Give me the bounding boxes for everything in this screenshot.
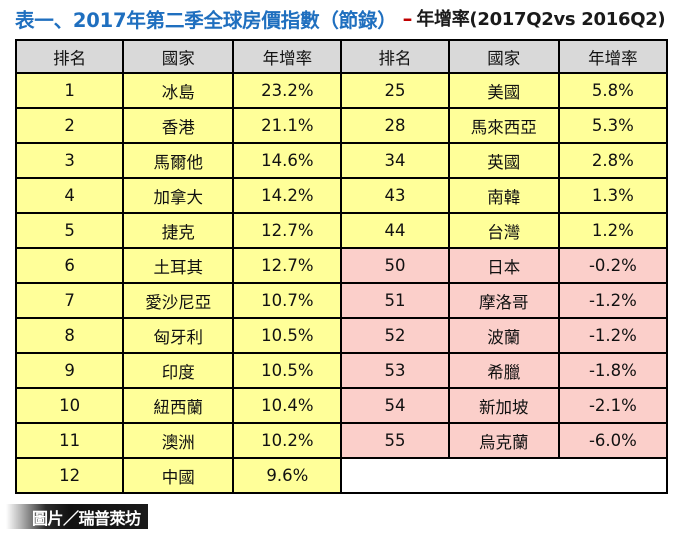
table-body: 1 冰島 23.2% 25 美國 5.8% 2 香港 21.1% 28 馬來西亞 5.3% 3 馬爾他 14… [14, 72, 669, 494]
column-header-rank-right: 排名 [340, 39, 450, 74]
cell-left-rate: 21.1% [232, 107, 343, 144]
table-row: 5 捷克 12.7% 44 台灣 1.2% [14, 212, 669, 249]
cell-left-rate: 10.5% [232, 317, 343, 354]
cell-left-country: 紐西蘭 [122, 387, 235, 424]
cell-left-rank: 4 [14, 177, 125, 214]
cell-left-country: 香港 [122, 107, 235, 144]
column-header-rank-left: 排名 [14, 39, 125, 74]
cell-right-rank: 52 [340, 317, 450, 354]
cell-left-rank: 9 [14, 352, 125, 389]
cell-right-rate: -0.2% [557, 247, 669, 284]
cell-right-rate: -6.0% [557, 422, 669, 459]
table-row: 11 澳洲 10.2% 55 烏克蘭 -6.0% [14, 422, 669, 459]
cell-left-rank: 2 [14, 107, 125, 144]
table-row: 7 愛沙尼亞 10.7% 51 摩洛哥 -1.2% [14, 282, 669, 319]
table-row: 4 加拿大 14.2% 43 南韓 1.3% [14, 177, 669, 214]
table-row: 3 馬爾他 14.6% 34 英國 2.8% [14, 142, 669, 179]
table-row: 8 匈牙利 10.5% 52 波蘭 -1.2% [14, 317, 669, 354]
cell-right-country: 馬來西亞 [447, 107, 560, 144]
table-row: 2 香港 21.1% 28 馬來西亞 5.3% [14, 107, 669, 144]
table-row: 6 土耳其 12.7% 50 日本 -0.2% [14, 247, 669, 284]
cell-left-rank: 7 [14, 282, 125, 319]
cell-left-country: 中國 [122, 457, 235, 494]
cell-right-rank: 25 [340, 72, 450, 109]
cell-left-rate: 23.2% [232, 72, 343, 109]
cell-left-rank: 12 [14, 457, 125, 494]
cell-right-rate: 1.3% [557, 177, 669, 214]
cell-left-rate: 10.2% [232, 422, 343, 459]
cell-left-rate: 10.7% [232, 282, 343, 319]
cell-right-country: 希臘 [447, 352, 560, 389]
cell-left-country: 匈牙利 [122, 317, 235, 354]
table-header: 排名 國家 年增率 排名 國家 年增率 [14, 39, 669, 74]
column-header-rate-left: 年增率 [232, 39, 343, 74]
cell-right-rank: 44 [340, 212, 450, 249]
cell-left-rate: 10.4% [232, 387, 343, 424]
global-house-price-index-table: 排名 國家 年增率 排名 國家 年增率 1 冰島 23.2% 25 美國 5.8% 2 香港 2… [14, 39, 669, 494]
cell-right-country: 新加坡 [447, 387, 560, 424]
cell-right-rank: 53 [340, 352, 450, 389]
image-credit-text: 圖片／瑞普萊坊 [32, 508, 141, 528]
cell-right-country: 波蘭 [447, 317, 560, 354]
column-header-country-left: 國家 [122, 39, 235, 74]
cell-right-rank: 43 [340, 177, 450, 214]
cell-right-country: 美國 [447, 72, 560, 109]
cell-right-rate: 5.3% [557, 107, 669, 144]
table-row: 12 中國 9.6% [14, 457, 668, 494]
cell-left-country: 馬爾他 [122, 142, 235, 179]
cell-right-rank: 50 [340, 247, 450, 284]
table-row: 10 紐西蘭 10.4% 54 新加坡 -2.1% [14, 387, 669, 424]
cell-right-empty [340, 457, 668, 494]
cell-left-rate: 12.7% [232, 247, 343, 284]
cell-left-country: 澳洲 [122, 422, 235, 459]
cell-left-rate: 12.7% [232, 212, 343, 249]
cell-right-rank: 55 [340, 422, 450, 459]
cell-right-rate: -2.1% [557, 387, 669, 424]
cell-left-rank: 6 [14, 247, 125, 284]
page-title-dash: – [402, 6, 413, 30]
cell-left-country: 土耳其 [122, 247, 235, 284]
cell-left-country: 加拿大 [122, 177, 235, 214]
cell-left-rank: 1 [14, 72, 125, 109]
cell-right-rate: 2.8% [557, 142, 669, 179]
cell-right-country: 南韓 [447, 177, 560, 214]
cell-right-rank: 28 [340, 107, 450, 144]
cell-right-rank: 54 [340, 387, 450, 424]
cell-left-rank: 10 [14, 387, 125, 424]
page-title: 表一、2017年第二季全球房價指數（節錄） – 年增率(2017Q2vs 201… [15, 0, 700, 36]
cell-left-country: 愛沙尼亞 [122, 282, 235, 319]
cell-left-rate: 14.2% [232, 177, 343, 214]
page-title-subtitle: 年增率(2017Q2vs 2016Q2) [416, 9, 666, 30]
cell-right-country: 日本 [447, 247, 560, 284]
table-header-row: 排名 國家 年增率 排名 國家 年增率 [14, 39, 669, 74]
table-row: 9 印度 10.5% 53 希臘 -1.8% [14, 352, 669, 389]
cell-right-country: 摩洛哥 [447, 282, 560, 319]
cell-right-rate: -1.8% [557, 352, 669, 389]
cell-right-rate: 5.8% [557, 72, 669, 109]
cell-left-rank: 11 [14, 422, 125, 459]
cell-left-rank: 3 [14, 142, 125, 179]
cell-right-country: 英國 [447, 142, 560, 179]
cell-right-rate: -1.2% [557, 317, 669, 354]
cell-left-rate: 14.6% [232, 142, 343, 179]
cell-right-rate: 1.2% [557, 212, 669, 249]
cell-left-rate: 10.5% [232, 352, 343, 389]
column-header-rate-right: 年增率 [557, 39, 669, 74]
cell-left-rank: 8 [14, 317, 125, 354]
cell-right-rank: 34 [340, 142, 450, 179]
cell-right-country: 台灣 [447, 212, 560, 249]
image-credit-badge: 圖片／瑞普萊坊 [6, 504, 148, 529]
cell-left-rank: 5 [14, 212, 125, 249]
cell-left-country: 捷克 [122, 212, 235, 249]
cell-left-country: 冰島 [122, 72, 235, 109]
page-title-main: 表一、2017年第二季全球房價指數（節錄） [15, 8, 397, 32]
cell-left-rate: 9.6% [232, 457, 343, 494]
column-header-country-right: 國家 [447, 39, 560, 74]
cell-right-rate: -1.2% [557, 282, 669, 319]
cell-left-country: 印度 [122, 352, 235, 389]
cell-right-country: 烏克蘭 [447, 422, 560, 459]
cell-right-rank: 51 [340, 282, 450, 319]
table-row: 1 冰島 23.2% 25 美國 5.8% [14, 72, 669, 109]
